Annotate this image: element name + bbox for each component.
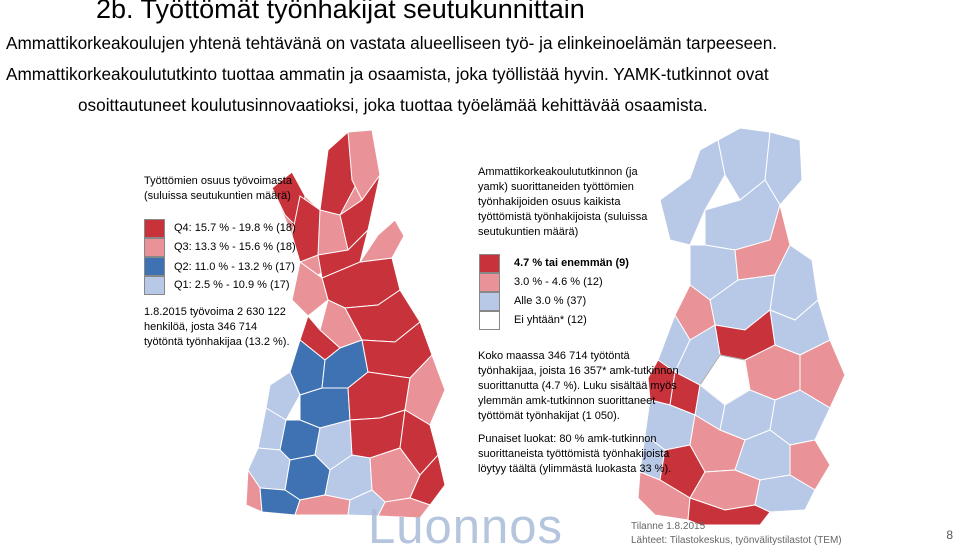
region (339, 174, 381, 251)
right-legend-label-1: 4.7 % tai enemmän (9) (514, 257, 629, 269)
right-map-note-a: Koko maassa 346 714 työtöntä työnhakijaa… (478, 349, 679, 424)
sources-label: Lähteet: Tilastokeskus, työnvälitystilas… (631, 535, 842, 546)
region (764, 131, 803, 206)
right-note-b-line-2: suorittaneista työttömistä työnhakijoist… (478, 448, 670, 460)
right-note-a-line-4: ylemmän amk-tutkinnon suorittaneet (478, 395, 656, 407)
draft-watermark: Luonnos (368, 500, 564, 554)
right-legend-label-4: Ei yhtään* (12) (514, 314, 587, 326)
left-legend-title-line-1: Työttömien osuus työvoimasta (144, 175, 292, 187)
right-legend-title-line-3: työnhakijoiden osuus kaikista (478, 196, 621, 208)
region (358, 219, 405, 263)
intro-line-3: osoittautuneet koulutusinnovaatioksi, jo… (78, 95, 708, 115)
region (291, 195, 321, 263)
right-legend-title-line-1: Ammattikorkeakoulututkinnon (ja (478, 166, 638, 178)
right-legend-title: Ammattikorkeakoulututkinnon (ja yamk) su… (478, 165, 647, 240)
region (789, 439, 831, 491)
left-map-note: 1.8.2015 työvoima 2 630 122 henkilöä, jo… (144, 305, 290, 350)
left-legend-swatch-q4 (144, 219, 165, 238)
region (687, 497, 771, 526)
left-map-regions (245, 129, 446, 519)
right-legend-swatch-4 (479, 311, 500, 330)
right-note-a-line-1: Koko maassa 346 714 työtöntä (478, 350, 630, 362)
region (799, 339, 846, 409)
right-legend-title-line-4: työttömistä työnhakijoista (suluissa (478, 211, 648, 223)
region (404, 354, 446, 426)
right-map-note-b: Punaiset luokat: 80 % amk-tutkinnon suor… (478, 432, 671, 477)
right-note-a-line-5: työttömät työnhakijat (1 050). (478, 410, 620, 422)
left-legend-swatch-q2 (144, 257, 165, 276)
right-map-regions (637, 127, 846, 526)
left-legend-swatch-q3 (144, 238, 165, 257)
right-legend-title-line-2: yamk) suorittaneiden työttömien (478, 181, 634, 193)
right-legend-title-line-5: seutukuntien määrä) (478, 226, 579, 238)
right-legend-swatch-2 (479, 273, 500, 292)
page-number: 8 (946, 528, 953, 542)
right-note-a-line-3: suorittanutta (4.7 %). Luku sisältää myö… (478, 380, 677, 392)
left-note-line-3: työtöntä työnhakijaa (13.2 %). (144, 336, 290, 348)
intro-line-2: Ammattikorkeakoulututkinto tuottaa ammat… (6, 64, 769, 84)
right-legend-swatch-1 (479, 254, 500, 273)
right-legend-label-3: Alle 3.0 % (37) (514, 295, 587, 307)
region (377, 497, 431, 519)
right-note-b-line-3: löytyy täältä (ylimmästä luokasta 33 %). (478, 463, 672, 475)
page-title: 2b. Työttömät työnhakijat seutukunnittai… (96, 0, 585, 24)
left-note-line-2: henkilöä, josta 346 714 (144, 321, 258, 333)
region (291, 261, 329, 317)
right-note-a-line-2: työnhakijaa, joista 16 357* amk-tutkinno… (478, 365, 679, 377)
right-note-b-line-1: Punaiset luokat: 80 % amk-tutkinnon (478, 433, 657, 445)
left-legend-title-line-2: (suluissa seutukuntien määrä) (144, 190, 291, 202)
left-legend-swatch-q1 (144, 276, 165, 295)
left-legend-label-q4: Q4: 15.7 % - 19.8 % (18) (174, 222, 296, 234)
left-legend-title: Työttömien osuus työvoimasta (suluissa s… (144, 174, 292, 204)
intro-line-1: Ammattikorkeakoulujen yhtenä tehtävänä o… (6, 33, 778, 53)
left-legend-label-q1: Q1: 2.5 % - 10.9 % (17) (174, 279, 290, 291)
left-legend-label-q3: Q3: 13.3 % - 15.6 % (18) (174, 241, 296, 253)
right-legend-label-2: 3.0 % - 4.6 % (12) (514, 276, 603, 288)
left-note-line-1: 1.8.2015 työvoima 2 630 122 (144, 306, 286, 318)
right-legend-swatch-3 (479, 292, 500, 311)
date-label: Tilanne 1.8.2015 (631, 521, 706, 532)
region (409, 453, 446, 506)
left-legend-label-q2: Q2: 11.0 % - 13.2 % (17) (174, 261, 295, 273)
